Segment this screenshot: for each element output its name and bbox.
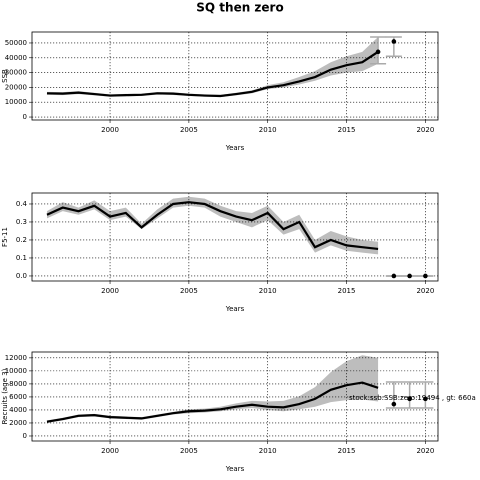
y-axis-label: F5-11 [1,227,9,247]
plot-frame [31,192,439,282]
x-tick-label: 2000 [101,447,119,455]
confidence-band [46,355,379,423]
y-tick-label: 4000 [9,406,27,414]
y-tick-label: 0.4 [16,200,28,208]
point [423,273,428,279]
x-tick-label: 2005 [180,126,198,134]
x-tick-label: 2005 [180,287,198,295]
x-tick-label: 2020 [416,126,434,134]
y-tick-label: 0 [23,432,27,440]
x-tick-label: 2010 [259,126,277,134]
median-line [46,381,379,423]
annotation: stock:ssb:SSB:zero:19494 , gt: 660a [349,394,476,402]
point [407,396,412,402]
point [407,273,412,279]
y-tick-label: 10000 [5,367,27,375]
y-tick-label: 0 [23,113,27,121]
point [375,49,381,55]
point [391,273,397,279]
x-tick-label: 2015 [338,447,356,455]
y-tick-label: 50000 [5,39,27,47]
y-tick-label: 10000 [5,98,27,106]
x-tick-label: 2010 [259,447,277,455]
chart-title: SQ then zero [196,1,283,15]
x-tick-label: 2020 [416,287,434,295]
y-axis-label: SSB [1,69,9,83]
confidence-band [46,37,379,98]
x-tick-label: 2010 [259,287,277,295]
y-tick-label: 12000 [5,354,27,362]
median-line [46,201,379,251]
x-tick-label: 2000 [101,287,119,295]
y-tick-label: 0.2 [16,236,27,244]
x-tick-label: 2020 [416,447,434,455]
x-tick-label: 2015 [338,126,356,134]
plot-frame [31,351,439,442]
x-axis-label: Years [225,465,245,473]
y-tick-label: 8000 [9,380,27,388]
plot-frame [31,31,439,121]
y-tick-label: 0.3 [16,218,27,226]
y-tick-label: 6000 [9,393,27,401]
x-tick-label: 2005 [180,447,198,455]
y-tick-label: 2000 [9,419,27,427]
y-axis-label: Recruits (age 3) [1,368,9,424]
y-tick-label: 0.0 [16,272,27,280]
point [391,39,397,44]
y-tick-label: 40000 [5,54,27,62]
x-tick-label: 2000 [101,126,119,134]
y-tick-label: 30000 [5,69,27,77]
confidence-band [46,196,379,255]
median-line [46,50,379,98]
point [391,401,397,407]
x-tick-label: 2015 [338,287,356,295]
y-tick-label: 20000 [5,83,27,91]
x-axis-label: Years [225,144,245,152]
point [423,396,428,402]
y-tick-label: 0.1 [16,254,27,262]
x-axis-label: Years [225,305,245,313]
